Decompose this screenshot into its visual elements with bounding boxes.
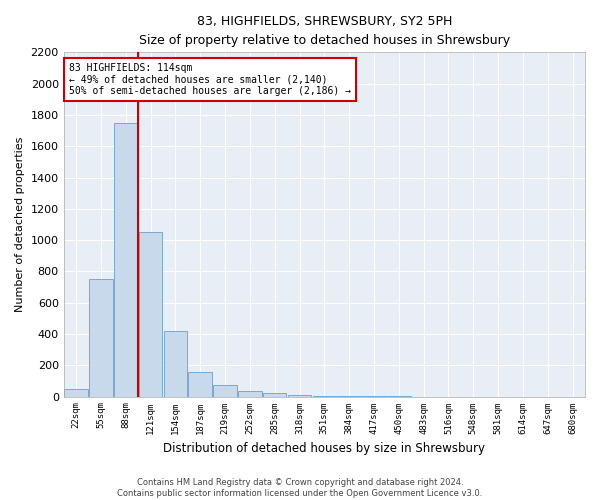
- Text: Contains HM Land Registry data © Crown copyright and database right 2024.
Contai: Contains HM Land Registry data © Crown c…: [118, 478, 482, 498]
- Title: 83, HIGHFIELDS, SHREWSBURY, SY2 5PH
Size of property relative to detached houses: 83, HIGHFIELDS, SHREWSBURY, SY2 5PH Size…: [139, 15, 510, 47]
- Text: 83 HIGHFIELDS: 114sqm
← 49% of detached houses are smaller (2,140)
50% of semi-d: 83 HIGHFIELDS: 114sqm ← 49% of detached …: [69, 62, 351, 96]
- Bar: [114, 122, 137, 396]
- X-axis label: Distribution of detached houses by size in Shrewsbury: Distribution of detached houses by size …: [163, 442, 485, 455]
- Bar: [213, 385, 237, 396]
- Bar: [64, 388, 88, 396]
- Bar: [139, 232, 163, 396]
- Bar: [288, 395, 311, 396]
- Bar: [263, 394, 286, 396]
- Bar: [188, 372, 212, 396]
- Bar: [164, 331, 187, 396]
- Y-axis label: Number of detached properties: Number of detached properties: [15, 137, 25, 312]
- Bar: [89, 279, 113, 396]
- Bar: [238, 391, 262, 396]
